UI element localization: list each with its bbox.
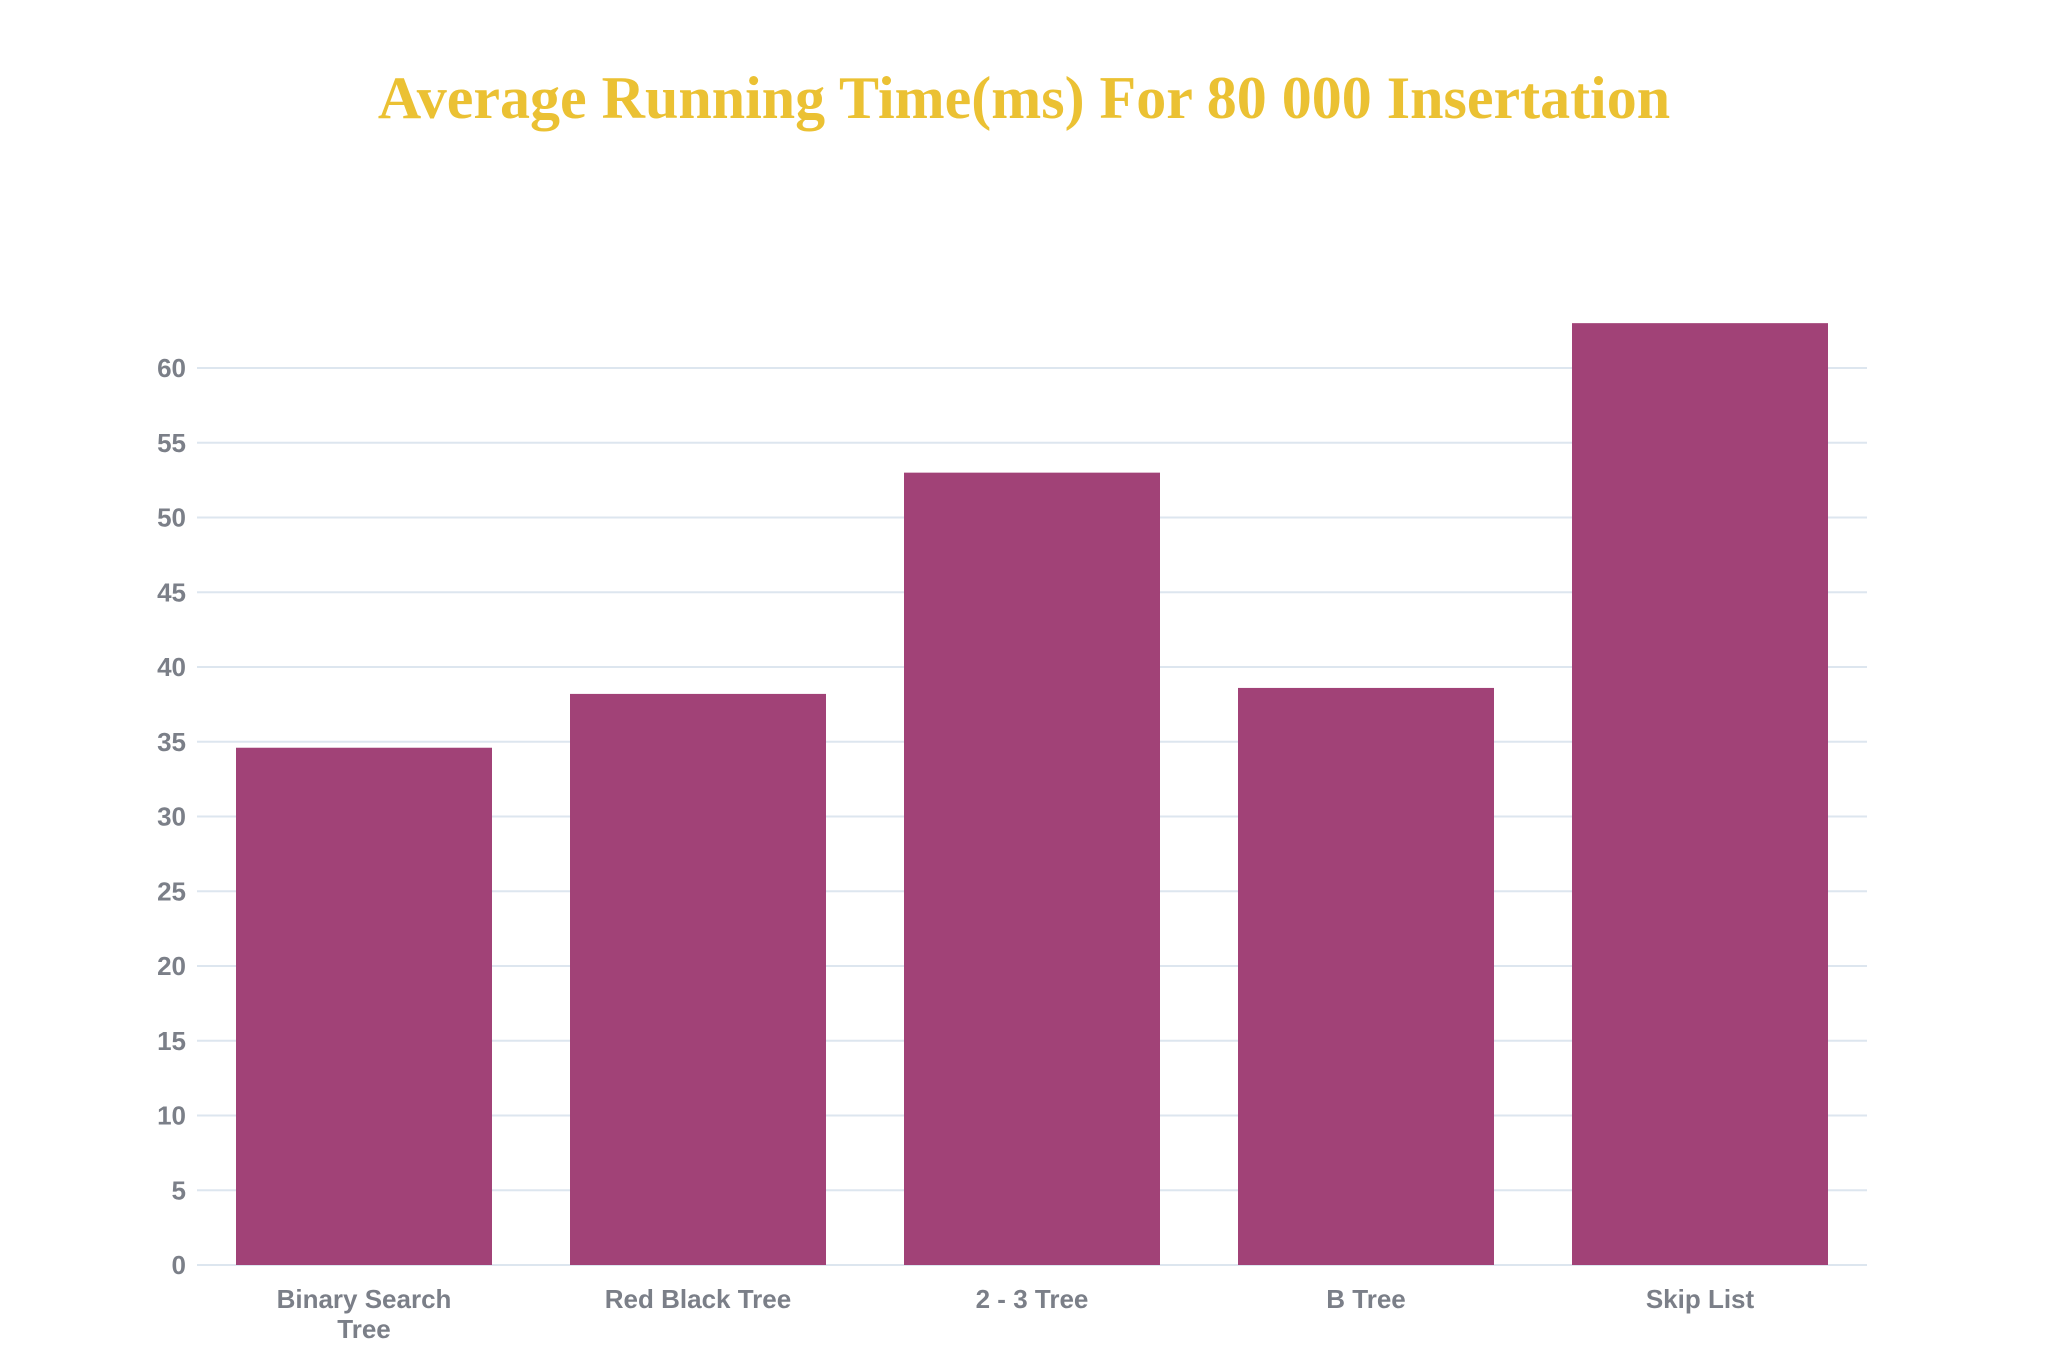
y-tick-label: 15 [157, 1026, 186, 1056]
y-tick-label: 55 [157, 428, 186, 458]
y-tick-label: 25 [157, 876, 186, 906]
bar [236, 747, 492, 1265]
y-tick-label: 45 [157, 577, 186, 607]
y-tick-label: 20 [157, 951, 186, 981]
bar [904, 472, 1160, 1265]
bars [236, 323, 1828, 1265]
y-tick-label: 50 [157, 503, 186, 533]
y-tick-label: 60 [157, 353, 186, 383]
bar [1572, 323, 1828, 1265]
x-tick-label: Binary Search Tree [277, 1284, 452, 1344]
y-tick-label: 35 [157, 727, 186, 757]
y-tick-label: 30 [157, 802, 186, 832]
x-tick-label: B Tree [1326, 1284, 1406, 1314]
y-axis-ticks: 0 5 10 15 20 25 30 35 40 45 50 55 60 [157, 353, 186, 1280]
x-tick-label: Skip List [1646, 1284, 1755, 1314]
x-axis-ticks: Binary Search Tree Red Black Tree 2 - 3 Tre… [277, 1284, 1755, 1344]
bar [1238, 687, 1494, 1265]
y-tick-label: 0 [172, 1250, 186, 1280]
y-tick-label: 10 [157, 1101, 186, 1131]
x-tick-label: 2 - 3 Tree [976, 1284, 1089, 1314]
chart-title: Average Running Time(ms) For 80 000 Inse… [377, 65, 1671, 131]
bar [570, 693, 826, 1265]
x-tick-label: Red Black Tree [605, 1284, 791, 1314]
y-tick-label: 40 [157, 652, 186, 682]
y-tick-label: 5 [172, 1175, 186, 1205]
